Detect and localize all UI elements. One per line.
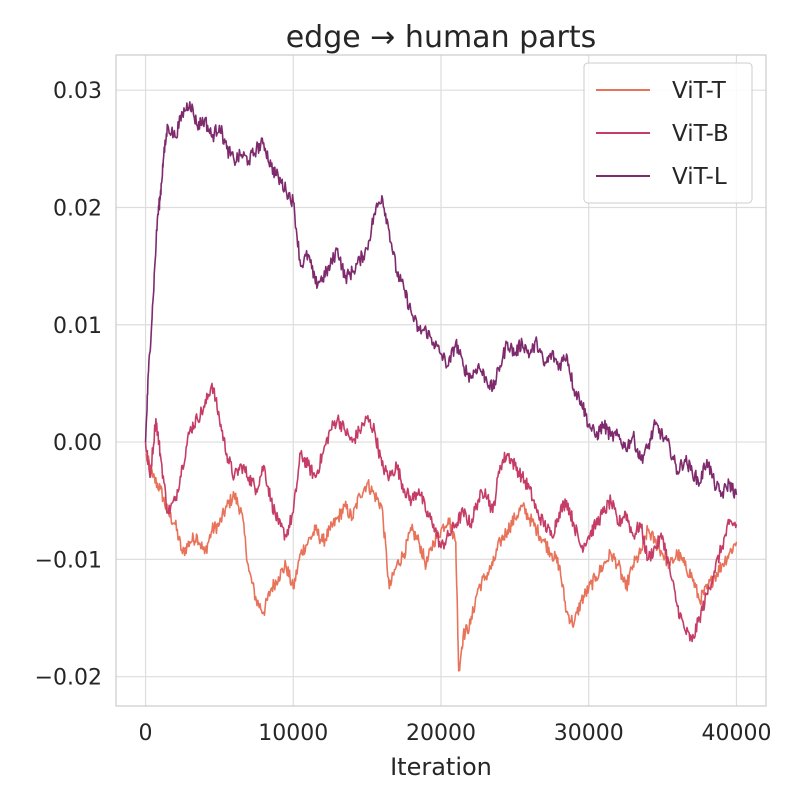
y-tick-label: 0.03 bbox=[53, 79, 102, 104]
chart-title: edge → human parts bbox=[286, 20, 597, 55]
legend-label: ViT-L bbox=[672, 164, 727, 190]
legend-label: ViT-T bbox=[672, 78, 727, 104]
x-tick-label: 0 bbox=[139, 721, 153, 746]
x-axis-ticks: 0 10000 20000 30000 40000 bbox=[139, 721, 772, 746]
plot-frame bbox=[115, 54, 767, 707]
series-line-vit-b bbox=[144, 382, 738, 643]
x-tick-label: 40000 bbox=[701, 721, 771, 746]
legend-label: ViT-B bbox=[672, 121, 729, 147]
x-tick-label: 30000 bbox=[554, 721, 624, 746]
y-tick-label: −0.02 bbox=[35, 666, 102, 691]
series-line-vit-t bbox=[145, 453, 738, 672]
y-axis-ticks: −0.02 −0.01 0.00 0.01 0.02 0.03 bbox=[35, 79, 102, 690]
y-tick-label: −0.01 bbox=[35, 548, 102, 573]
series-layer bbox=[144, 101, 738, 672]
x-tick-label: 10000 bbox=[258, 721, 328, 746]
series-line-vit-l bbox=[144, 101, 738, 499]
y-tick-label: 0.02 bbox=[53, 196, 102, 221]
legend-box bbox=[583, 62, 753, 204]
y-tick-label: 0.00 bbox=[53, 431, 102, 456]
y-tick-label: 0.01 bbox=[53, 314, 102, 339]
x-tick-label: 20000 bbox=[406, 721, 476, 746]
x-axis-label: Iteration bbox=[390, 753, 492, 781]
legend: ViT-T ViT-B ViT-L bbox=[583, 62, 753, 204]
